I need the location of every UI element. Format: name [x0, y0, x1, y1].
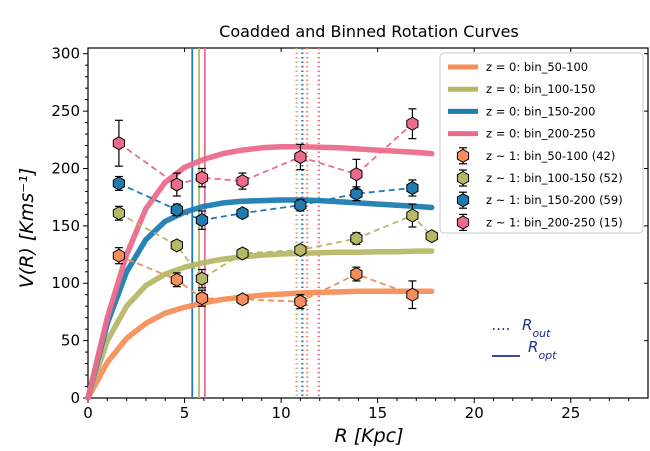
legend-swatch-marker — [456, 193, 470, 208]
x-axis-label: R [Kpc] — [334, 425, 403, 447]
data-point — [236, 246, 249, 261]
data-point — [406, 116, 419, 131]
legend-swatch-marker — [456, 215, 470, 230]
x-tick-label: 10 — [272, 404, 291, 422]
chart-title: Coadded and Binned Rotation Curves — [219, 22, 519, 41]
y-tick-label: 200 — [51, 159, 80, 177]
data-point — [195, 291, 209, 306]
y-tick-label: 300 — [51, 45, 80, 63]
x-tick-label: 25 — [561, 404, 580, 422]
legend-label: z = 0: bin_50-100 — [486, 60, 588, 74]
data-point — [406, 180, 419, 196]
data-point — [170, 238, 183, 253]
r-out-label-main: R — [522, 316, 532, 334]
data-point — [236, 174, 249, 189]
x-tick-label: 0 — [83, 404, 93, 422]
plot-frame — [87, 47, 649, 399]
data-point — [195, 170, 209, 185]
data-point — [112, 248, 125, 263]
r-opt-label: Ropt — [528, 338, 557, 362]
data-point — [406, 208, 419, 223]
data-point — [236, 292, 249, 307]
legend-box — [439, 52, 644, 234]
data-point — [425, 229, 438, 244]
r-out-dots: .... — [492, 316, 511, 334]
legend-label: z ~ 1: bin_200-250 (15) — [486, 215, 623, 229]
legend-swatch-marker — [456, 148, 470, 163]
data-series-line — [118, 123, 414, 186]
data-point — [195, 213, 209, 228]
data-point — [406, 287, 419, 302]
x-tick-label: 20 — [465, 404, 484, 422]
x-tick-label: 5 — [180, 404, 190, 422]
data-point — [350, 167, 363, 182]
y-tick-label: 250 — [51, 102, 80, 120]
y-tick-label: 150 — [51, 217, 80, 235]
legend-label: z ~ 1: bin_100-150 (52) — [486, 171, 623, 185]
y-tick-label: 0 — [70, 389, 80, 407]
data-point — [350, 186, 363, 201]
data-point — [294, 149, 307, 165]
data-point — [236, 206, 249, 221]
data-point — [170, 177, 183, 192]
legend-swatch-marker — [456, 170, 470, 186]
x-tick-label: 15 — [368, 404, 387, 422]
y-tick-label: 100 — [51, 274, 80, 292]
data-point — [350, 267, 363, 282]
r-opt-label-main: R — [528, 338, 538, 356]
legend-label: z = 0: bin_150-200 — [486, 104, 595, 118]
data-point — [170, 272, 183, 287]
legend-label: z = 0: bin_100-150 — [486, 82, 595, 96]
data-point — [195, 271, 209, 286]
r-out-label-subscript: out — [532, 327, 551, 340]
data-point — [294, 242, 307, 258]
r-opt-label-subscript: opt — [538, 349, 557, 362]
data-point — [112, 136, 125, 151]
model-curve — [85, 143, 435, 401]
legend-label: z ~ 1: bin_50-100 (42) — [486, 149, 615, 163]
data-series-line — [118, 212, 433, 280]
data-point — [112, 206, 125, 221]
data-point — [294, 294, 307, 309]
r-out-label: Rout — [522, 316, 551, 340]
y-tick-label: 50 — [61, 332, 80, 350]
legend-label: z ~ 1: bin_150-200 (59) — [486, 193, 623, 207]
data-point — [112, 176, 125, 191]
legend-label: z = 0: bin_200-250 — [486, 127, 595, 141]
y-axis-label: V(R) [Kms⁻¹] — [16, 168, 38, 288]
data-point — [170, 202, 183, 217]
model-curve — [85, 248, 435, 401]
model-curve — [85, 197, 435, 401]
data-point — [294, 198, 307, 213]
data-point — [350, 231, 363, 246]
model-curve — [85, 288, 435, 401]
